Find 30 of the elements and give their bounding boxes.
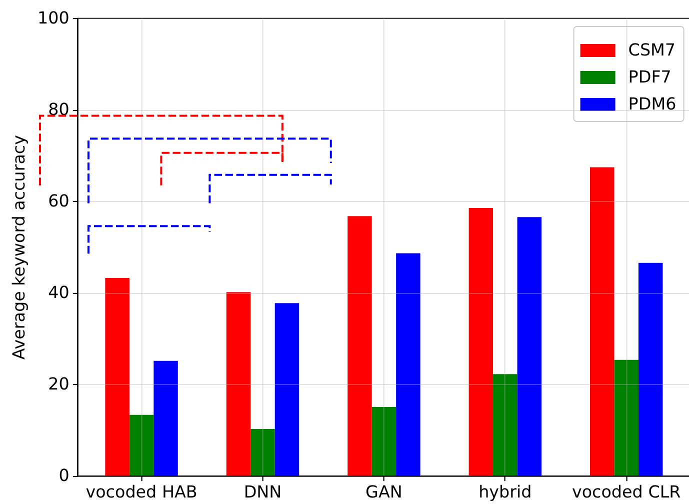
bar [129,414,154,476]
y-tick-label: 20 [48,374,70,394]
x-tick-label: DNN [244,482,282,502]
bar [638,262,663,476]
legend-label: PDM6 [628,94,676,114]
y-tick-label: 0 [58,466,70,486]
legend-label: PDF7 [628,68,672,86]
y-tick-label: 80 [48,100,70,120]
x-tick-label: vocoded CLR [572,482,682,502]
legend-label: CSM7 [628,40,676,60]
y-tick-label: 60 [48,192,70,211]
x-tick-label: GAN [366,482,402,502]
bar [372,407,396,476]
y-axis-title: Average keyword accuracy [10,134,29,360]
bar [348,216,372,476]
bar [154,360,178,476]
bar [274,303,300,476]
bar [468,208,494,476]
y-tick-label: 100 [38,8,70,28]
bar [517,217,542,476]
bar [493,374,518,476]
y-tick-label: 40 [48,283,70,302]
bar [105,278,130,476]
bar [250,429,275,476]
bar [396,253,420,476]
bar [590,167,614,476]
x-tick-label: vocoded HAB [86,482,198,502]
x-tick-label: hybrid [478,482,532,502]
bar [226,292,251,476]
bar [614,360,638,476]
